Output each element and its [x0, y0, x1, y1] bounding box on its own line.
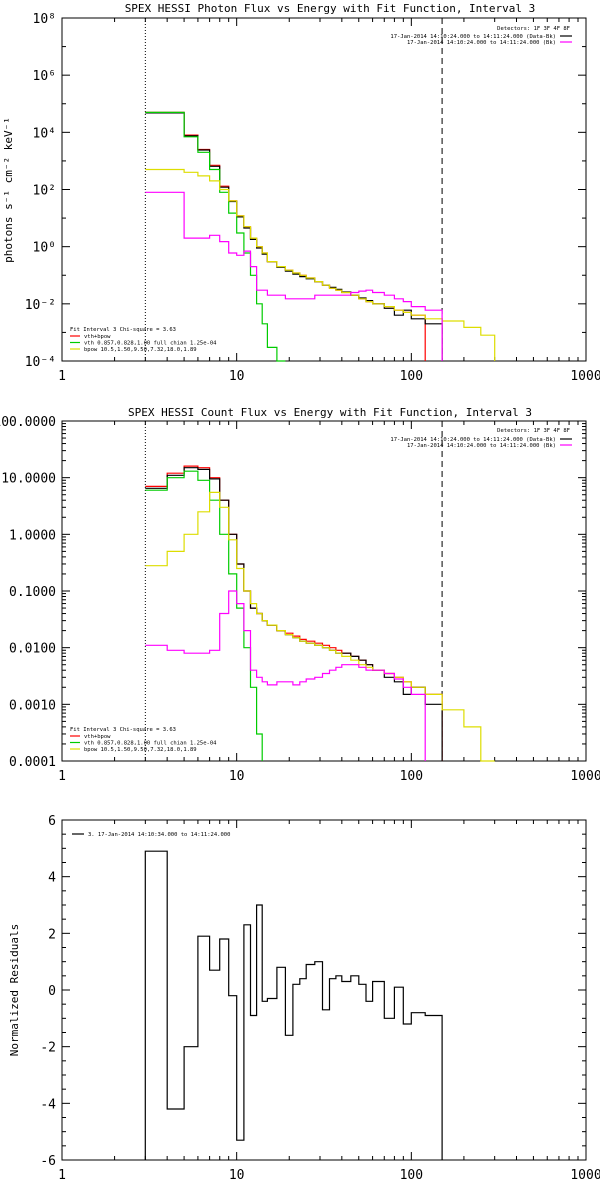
y-tick-label: 10⁻⁴ — [25, 355, 56, 370]
y-tick-label: 2 — [48, 927, 56, 942]
y-ticks: 6 4 2 0 -2 -4 -6 — [40, 814, 586, 1169]
y-tick-label: 10⁶ — [33, 69, 56, 84]
x-tick-label: 1 — [58, 1168, 66, 1183]
legend-interval-text: 17-Jan-2014 14:10:24.000 to 14:11:24.000… — [407, 40, 556, 46]
panel-title: SPEX HESSI Photon Flux vs Energy with Fi… — [125, 2, 536, 15]
x-tick-label: 1 — [58, 369, 66, 384]
y-tick-label: 10⁻² — [25, 298, 56, 313]
y-tick-label: 4 — [48, 871, 56, 886]
fit-legend-item: bpow 10.5,1.50,9.50,7.32,18.0,1.89 — [84, 747, 197, 753]
fit-legend-header: Fit Interval 3 Chi-square = 3.63 — [70, 327, 176, 333]
y-tick-label: 0.0010 — [9, 698, 56, 713]
x-tick-label: 1000 — [570, 1168, 600, 1183]
y-tick-label: -2 — [40, 1041, 56, 1056]
series-step-line — [145, 111, 286, 362]
y-tick-label: 100.0000 — [0, 415, 56, 430]
y-tick-label: 10² — [33, 184, 56, 199]
panel-residuals: Normalized Residuals 6 4 2 0 -2 -4 -6 1 10 100 10… — [8, 814, 600, 1183]
legend-interval-text: 17-Jan-2014 14:10:24.000 to 14:11:24.000… — [407, 443, 556, 449]
fit-legend-item: vth+bpow — [84, 334, 111, 340]
fit-legend: Fit Interval 3 Chi-square = 3.63vth+bpow… — [70, 727, 217, 753]
reference-lines — [144, 18, 443, 361]
y-tick-label: 10⁰ — [33, 241, 56, 256]
y-tick-label: 0 — [48, 984, 56, 999]
data-series — [145, 111, 496, 362]
series-step-line — [145, 590, 426, 761]
legend-interval-text: 17-Jan-2014 14:10:24.000 to 14:11:24.000… — [390, 437, 556, 443]
series-step-line — [144, 850, 443, 1160]
top-legend: 3. 17-Jan-2014 14:10:34.000 to 14:11:24.… — [72, 832, 230, 838]
y-axis-label: Normalized Residuals — [8, 924, 21, 1056]
y-tick-label: 0.0100 — [9, 642, 56, 657]
fit-legend: Fit Interval 3 Chi-square = 3.63vth+bpow… — [70, 327, 217, 353]
detectors-legend: Detectors: 1F 3F 4F 8F — [497, 26, 570, 32]
y-tick-label: 10⁸ — [33, 12, 56, 27]
detectors-legend: Detectors: 1F 3F 4F 8F — [497, 428, 570, 434]
y-tick-label: -4 — [40, 1097, 56, 1112]
x-tick-label: 10 — [229, 1168, 245, 1183]
fit-legend-item: bpow 10.5,1.50,9.50,7.32,18.0,1.89 — [84, 347, 197, 353]
y-tick-label: -6 — [40, 1154, 56, 1169]
x-tick-label: 1000 — [570, 769, 600, 784]
series-step-line — [145, 191, 443, 361]
series-step-line — [145, 168, 496, 361]
y-tick-label: 10.0000 — [1, 472, 56, 487]
data-series — [144, 850, 443, 1160]
x-ticks: 1 10 100 1000 — [58, 18, 600, 384]
panel-photon-flux: SPEX HESSI Photon Flux vs Energy with Fi… — [2, 2, 600, 384]
fit-legend-header: Fit Interval 3 Chi-square = 3.63 — [70, 727, 176, 733]
panel-title: SPEX HESSI Count Flux vs Energy with Fit… — [128, 406, 532, 419]
fit-legend-item: vth 0.857,0.828,1.00 full chian 1.25e-04 — [84, 741, 217, 747]
y-ticks: 10⁸ 10⁶ 10⁴ 10² 10⁰ 10⁻² 10⁻⁴ — [25, 12, 586, 370]
x-tick-label: 100 — [400, 369, 423, 384]
fit-legend-item: vth 0.857,0.828,1.00 full chian 1.25e-04 — [84, 341, 217, 347]
legend-residual-text: 3. 17-Jan-2014 14:10:34.000 to 14:11:24.… — [88, 832, 230, 838]
y-axis-label: photons s⁻¹ cm⁻² keV⁻¹ — [2, 117, 15, 263]
x-tick-label: 1 — [58, 769, 66, 784]
y-tick-label: 10⁴ — [33, 126, 56, 141]
x-tick-label: 100 — [400, 769, 423, 784]
y-tick-label: 1.0000 — [9, 528, 56, 543]
y-tick-label: 0.1000 — [9, 585, 56, 600]
y-tick-label: 6 — [48, 814, 56, 829]
data-series — [145, 465, 495, 762]
legend-interval-text: 17-Jan-2014 14:10:24.000 to 14:11:24.000… — [390, 34, 556, 40]
y-tick-label: 0.0001 — [9, 755, 56, 770]
top-legend: 17-Jan-2014 14:10:24.000 to 14:11:24.000… — [390, 34, 572, 46]
top-legend: 17-Jan-2014 14:10:24.000 to 14:11:24.000… — [390, 437, 572, 449]
panel-count-flux: SPEX HESSI Count Flux vs Energy with Fit… — [0, 406, 600, 784]
y-ticks: 100.0000 10.0000 1.0000 0.1000 0.0100 0.0010 0… — [0, 415, 586, 770]
x-ticks: 1 10 100 1000 — [58, 820, 600, 1183]
x-tick-label: 100 — [400, 1168, 423, 1183]
x-tick-label: 10 — [229, 369, 245, 384]
x-tick-label: 10 — [229, 769, 245, 784]
fit-legend-item: vth+bpow — [84, 734, 111, 740]
x-tick-label: 1000 — [570, 369, 600, 384]
